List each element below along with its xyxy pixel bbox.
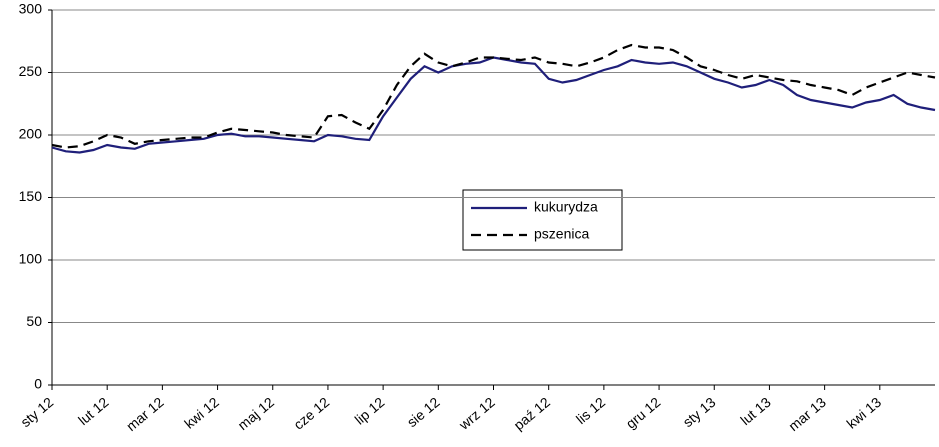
x-tick-label: paź 12: [511, 394, 554, 433]
x-tick-label: wrz 12: [455, 394, 498, 434]
legend-label: pszenica: [534, 226, 589, 242]
x-tick-label: maj 12: [235, 394, 278, 433]
x-tick-label: kwi 12: [181, 394, 222, 432]
x-tick-label: lip 12: [352, 394, 388, 428]
x-tick-label: mar 12: [123, 394, 167, 434]
x-tick-label: sty 13: [680, 394, 719, 430]
y-tick-label: 200: [19, 126, 43, 142]
y-tick-label: 300: [19, 1, 43, 17]
y-tick-label: 50: [26, 313, 42, 329]
x-tick-label: sie 12: [404, 394, 443, 430]
x-tick-label: sty 12: [17, 394, 56, 430]
series-line: [51, 43, 936, 149]
y-tick-label: 150: [19, 188, 43, 204]
x-tick-label: mar 13: [785, 394, 829, 434]
x-tick-label: lut 12: [75, 394, 112, 428]
y-tick-label: 100: [19, 251, 43, 267]
x-tick-label: kwi 13: [843, 394, 884, 432]
x-tick-label: cze 12: [290, 394, 332, 433]
y-tick-label: 250: [19, 63, 43, 79]
legend-label: kukurydza: [534, 199, 598, 215]
y-tick-label: 0: [34, 376, 42, 392]
x-tick-label: lut 13: [737, 394, 774, 428]
x-tick-label: gru 12: [623, 394, 664, 432]
x-tick-label: lis 12: [573, 394, 608, 427]
legend-box: [462, 189, 623, 251]
